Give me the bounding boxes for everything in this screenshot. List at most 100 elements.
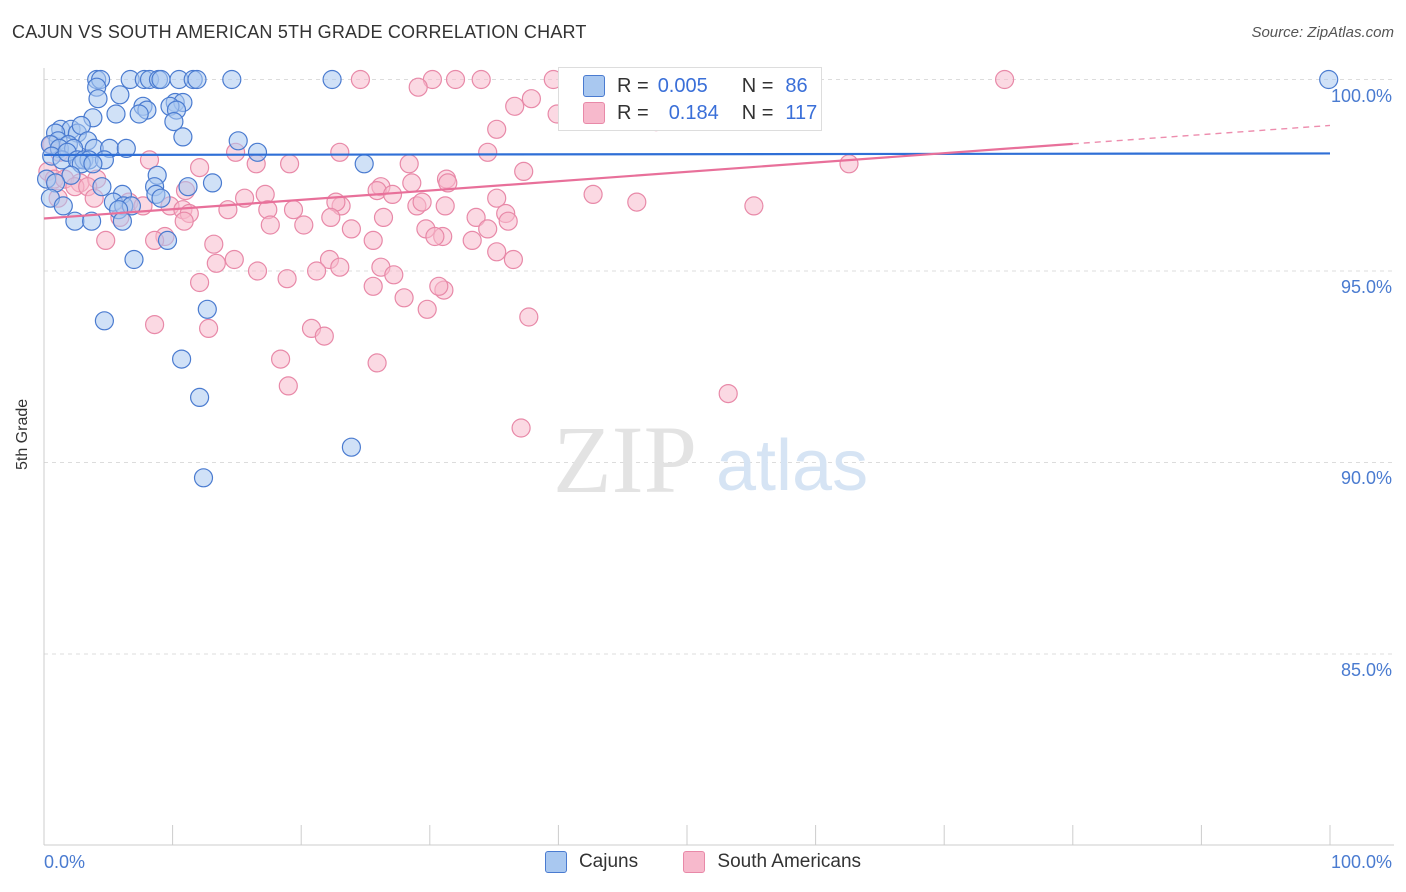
cajun-point (106, 104, 126, 124)
south-american-point (204, 234, 224, 254)
south-american-point (283, 200, 304, 220)
south-american-point (417, 299, 437, 319)
south-american-point (247, 261, 268, 281)
cajun-point (173, 127, 193, 147)
cajuns-points (36, 69, 1339, 488)
south-american-point (294, 215, 314, 235)
cajun-point (157, 230, 178, 250)
cajuns-trend-line (43, 152, 1331, 157)
south-american-point (271, 349, 291, 369)
cajun-point (151, 188, 171, 208)
cajuns-r-value: 0.005 (657, 74, 708, 97)
south-american-point (96, 230, 116, 250)
south-american-point (260, 215, 280, 235)
south-americans-r-value: 0.184 (668, 101, 719, 124)
cajun-point (202, 173, 223, 193)
legend-label-cajuns: Cajuns (578, 851, 639, 872)
south-american-point (206, 253, 226, 273)
cajun-point (190, 387, 210, 407)
source-label: Source: ZipAtlas.com (1251, 24, 1394, 41)
cajuns-n-value: 86 (785, 74, 808, 97)
cajun-point (61, 165, 81, 185)
south-american-point (280, 154, 300, 174)
watermark-zip: ZIP (553, 406, 697, 513)
south-american-point (718, 384, 738, 404)
south-american-point (445, 69, 466, 90)
cajun-point (94, 311, 115, 331)
south-american-point (521, 89, 542, 109)
south-american-point (314, 326, 334, 346)
south-american-point (627, 192, 647, 212)
cajun-point (164, 111, 184, 132)
south-american-point (363, 230, 383, 250)
south-americans-points (38, 69, 1015, 438)
stats-legend-south-americans: R = 0.184 N = 117 (583, 100, 817, 126)
cajun-point (83, 154, 103, 174)
chart-title: CAJUN VS SOUTH AMERICAN 5TH GRADE CORREL… (12, 22, 587, 42)
south-american-point (505, 96, 525, 116)
south-american-point (471, 69, 491, 90)
stats-legend-cajuns: R = 0.005 N = 86 (583, 73, 808, 99)
south-american-point (145, 315, 165, 335)
south-american-point (321, 207, 341, 227)
legend-item-south-americans[interactable]: South Americans (683, 851, 861, 873)
south-american-point (384, 265, 404, 285)
cajun-point (1319, 69, 1339, 90)
legend-label-south-americans: South Americans (717, 851, 862, 872)
cajun-point (187, 69, 207, 90)
south-american-point (363, 276, 383, 296)
south-american-point (278, 376, 298, 396)
cajun-point (197, 299, 217, 319)
south-american-point (224, 249, 244, 270)
south-american-point (307, 261, 327, 281)
south-americans-n-value: 117 (785, 101, 818, 124)
series-legend: Cajuns South Americans (0, 851, 1406, 879)
south-american-point (478, 142, 498, 162)
cajun-point (247, 142, 268, 162)
cajun-point (172, 349, 192, 369)
cajuns-swatch (583, 75, 605, 97)
south-american-point (744, 196, 764, 216)
south-americans-trend-line (43, 142, 1073, 220)
south-american-point (425, 226, 445, 247)
south-american-point (438, 173, 458, 193)
cajun-point (88, 89, 108, 109)
south-american-point (462, 230, 482, 250)
south-american-point (218, 200, 238, 220)
cajun-point (354, 154, 374, 174)
south-american-point (498, 211, 518, 231)
cajun-point (116, 138, 136, 158)
y-tick-label: 85.0% (1340, 660, 1392, 680)
south-american-point (519, 307, 539, 327)
south-american-point (330, 142, 350, 162)
south-american-point (277, 269, 297, 289)
cajun-point (341, 437, 361, 457)
south-american-point (435, 196, 455, 216)
x-tick-label: 100.0% (1330, 852, 1392, 872)
cajuns-legend-swatch (544, 851, 567, 873)
cajun-point (110, 85, 130, 105)
south-american-point (514, 161, 534, 181)
south-american-point (373, 207, 394, 227)
south-american-point (408, 77, 428, 97)
south-american-point (330, 257, 350, 277)
south-americans-swatch (583, 102, 605, 124)
stats-legend: R = 0.005 N = 86 R = 0.184 N = 117 (558, 67, 822, 131)
south-american-point (487, 242, 507, 262)
cajun-point (178, 177, 198, 197)
r-label: R = (617, 101, 649, 124)
legend-item-cajuns[interactable]: Cajuns (544, 851, 639, 873)
cajun-point (129, 104, 149, 124)
y-tick-label: 100.0% (1330, 86, 1392, 106)
south-american-point (839, 154, 859, 174)
south-american-point (503, 249, 524, 270)
n-label: N = (741, 101, 774, 124)
south-american-point (583, 184, 603, 204)
grid-lines (44, 79, 1394, 655)
south-american-point (412, 192, 432, 212)
cajun-point (193, 468, 214, 488)
south-american-point (478, 219, 498, 239)
cajun-point (228, 131, 248, 151)
south-american-point (199, 318, 219, 338)
